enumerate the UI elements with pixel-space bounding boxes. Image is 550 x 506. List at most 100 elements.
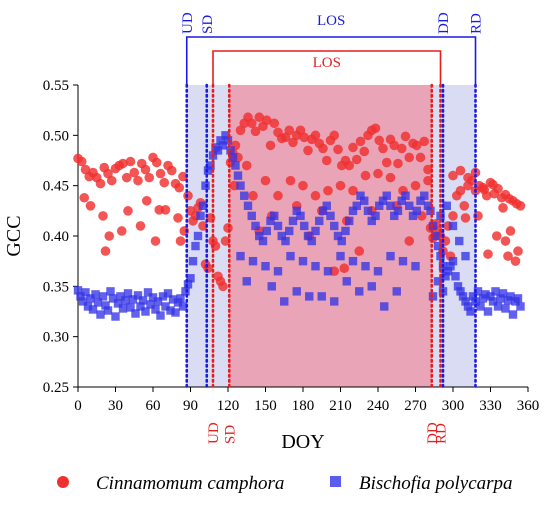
- bischofia-point: [453, 282, 463, 291]
- cinnamomum-point: [344, 160, 355, 171]
- bischofia-point: [248, 256, 258, 266]
- cinnamomum-point: [423, 175, 433, 186]
- los-label-bischofia: LOS: [317, 13, 345, 29]
- bischofia-point: [315, 216, 324, 226]
- cinnamomum-point: [515, 201, 526, 211]
- bischofia-point: [446, 262, 455, 271]
- bischofia-point: [83, 302, 93, 311]
- bischofia-point: [423, 201, 433, 210]
- bischofia-point: [176, 294, 185, 303]
- cinnamomum-point: [140, 164, 151, 175]
- bischofia-point: [451, 272, 460, 281]
- bischofia-point: [513, 294, 523, 303]
- cinnamomum-point: [269, 118, 280, 129]
- x-tick-label: 270: [404, 398, 427, 414]
- bischofia-point: [123, 289, 133, 298]
- bischofia-point: [247, 211, 256, 221]
- bischofia-point: [448, 221, 458, 231]
- legend-label-bischofia: Bischofia polycarpa: [359, 473, 513, 494]
- bischofia-point: [433, 277, 443, 286]
- bischofia-point: [171, 308, 180, 317]
- bischofia-point: [336, 251, 345, 261]
- bischofia-point: [240, 191, 249, 200]
- bischofia-point: [261, 262, 270, 271]
- bischofia-point: [382, 191, 391, 200]
- bischofia-point: [473, 287, 483, 296]
- cinnamomum-point: [103, 168, 113, 179]
- cinnamomum-point: [198, 221, 208, 231]
- bischofia-point: [113, 299, 123, 308]
- bischofia-point: [81, 288, 90, 297]
- bischofia-point: [118, 304, 128, 313]
- bischofia-point: [466, 307, 475, 316]
- bischofia-point: [516, 302, 525, 311]
- cinnamomum-point: [121, 172, 132, 183]
- bischofia-point: [463, 302, 473, 311]
- bischofia-point: [186, 274, 195, 283]
- cinnamomum-point: [166, 165, 177, 176]
- bischofia-point: [361, 262, 370, 271]
- cinnamomum-point: [321, 155, 332, 166]
- y-tick-label: 0.50: [43, 128, 69, 144]
- bischofia-point: [121, 296, 130, 305]
- cinnamomum-point: [348, 185, 358, 196]
- cinnamomum-point: [85, 201, 96, 211]
- cinnamomum-point: [116, 226, 127, 236]
- cinnamomum-point: [318, 143, 328, 154]
- bischofia-point: [345, 216, 354, 226]
- bischofia-point: [178, 302, 188, 311]
- bischofia-point: [131, 309, 140, 318]
- cinnamomum-point: [254, 112, 265, 123]
- cinnamomum-point: [303, 145, 313, 156]
- cinnamomum-point: [455, 185, 466, 196]
- legend-marker-cinnamomum: [57, 476, 69, 488]
- bischofia-point: [267, 282, 276, 291]
- bischofia-point: [476, 302, 485, 311]
- bischofia-point: [156, 311, 165, 320]
- cinnamomum-point: [411, 140, 422, 151]
- cinnamomum-point: [440, 236, 451, 246]
- cinnamomum-point: [460, 213, 471, 223]
- bischofia-point: [405, 201, 414, 210]
- cinnamomum-point: [104, 231, 115, 241]
- y-tick-label: 0.35: [43, 279, 69, 295]
- cinnamomum-point: [129, 167, 140, 178]
- cinnamomum-sd-label: SD: [222, 425, 238, 444]
- bischofia-point: [106, 287, 115, 296]
- cinnamomum-point: [354, 246, 365, 256]
- bischofia-point: [356, 191, 365, 200]
- bischofia-point: [397, 196, 406, 205]
- axes-layer: 0 30 60 90 120 150 180 210 240 270 300 330 360 0.25 0.…: [43, 78, 540, 414]
- cinnamomum-point: [210, 241, 221, 251]
- cinnamomum-point: [159, 177, 170, 188]
- bischofia-point: [481, 290, 490, 299]
- cinnamomum-point: [125, 156, 136, 167]
- x-tick-label: 360: [517, 398, 540, 414]
- cinnamomum-point: [360, 170, 371, 181]
- bischofia-point: [86, 294, 95, 303]
- bischofia-point: [138, 296, 148, 305]
- bischofia-point: [218, 141, 228, 150]
- x-tick-label: 210: [329, 398, 352, 414]
- bischofia-point: [360, 196, 369, 205]
- bischofia-point: [441, 272, 450, 281]
- los-label-cinnamomum: LOS: [313, 55, 341, 71]
- bischofia-point: [311, 262, 320, 271]
- bischofia-point: [307, 236, 316, 246]
- bischofia-point: [318, 206, 328, 216]
- bischofia-point: [363, 206, 373, 216]
- cinnamomum-point: [310, 190, 321, 201]
- cinnamomum-point: [510, 256, 521, 266]
- y-tick-label: 0.25: [43, 380, 69, 396]
- x-tick-label: 240: [367, 398, 390, 414]
- bischofia-point: [136, 302, 145, 311]
- cinnamomum-point: [355, 136, 366, 147]
- bischofia-point: [191, 241, 200, 251]
- cinnamomum-point: [459, 201, 470, 211]
- bischofia-point: [143, 288, 153, 297]
- cinnamomum-point: [323, 185, 333, 196]
- x-tick-label: 300: [442, 398, 465, 414]
- bischofia-point: [375, 201, 384, 210]
- x-axis-title: DOY: [281, 431, 324, 453]
- cinnamomum-point: [463, 172, 473, 183]
